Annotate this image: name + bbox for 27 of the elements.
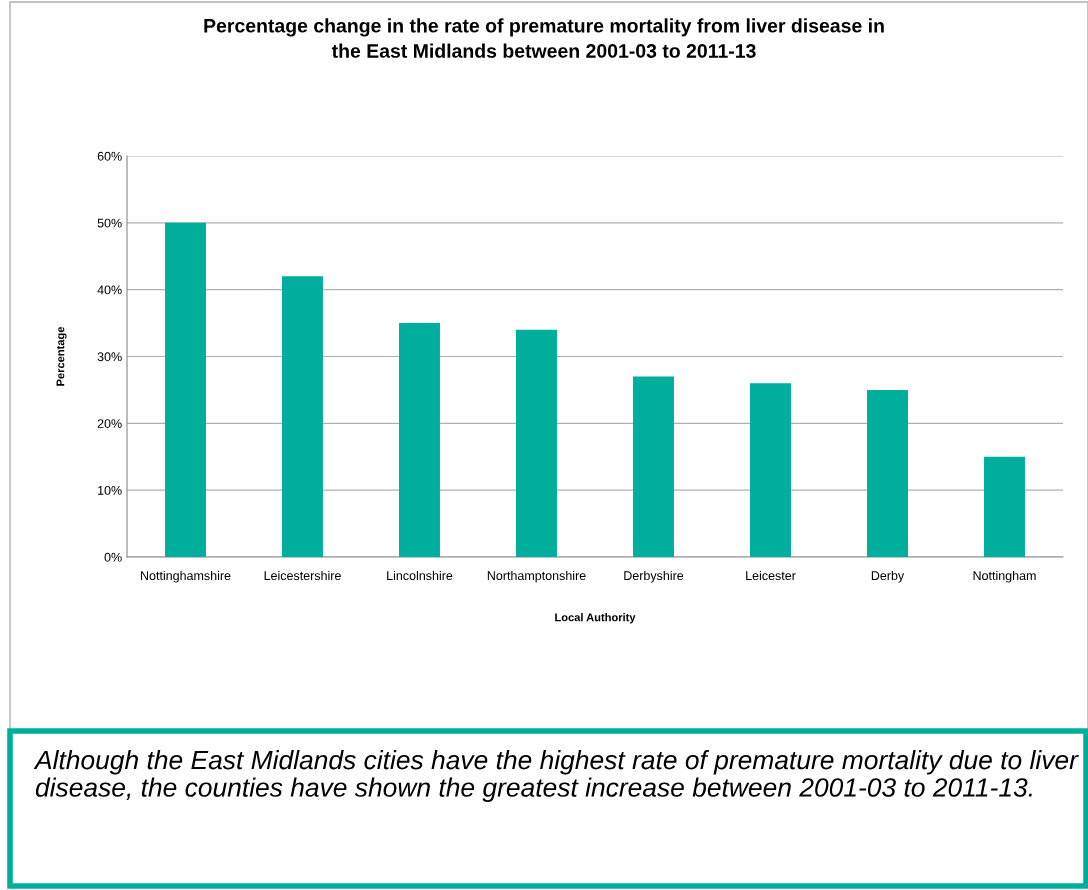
bar xyxy=(750,383,791,557)
y-tick-label: 0% xyxy=(104,552,122,562)
bar xyxy=(867,389,908,557)
x-tick-label: Northamptonshire xyxy=(487,570,586,583)
x-tick-label: Nottinghamshire xyxy=(141,570,231,583)
x-tick-label: Lincolnshire xyxy=(387,570,453,581)
y-tick-label: 10% xyxy=(98,485,122,495)
y-tick-label: 30% xyxy=(97,352,122,362)
x-tick-label: Derbyshire xyxy=(624,570,684,583)
chart-title: Percentage change in the rate of premature mortality from liver disease in the East Midlands between 2001-03 to 2011-13 xyxy=(204,18,884,58)
x-axis-title: Local Authority xyxy=(555,613,636,624)
bar xyxy=(516,329,557,557)
y-tick-label: 40% xyxy=(97,285,122,295)
y-axis-title: Percentage xyxy=(56,326,67,386)
bar xyxy=(282,276,323,557)
bar xyxy=(165,222,206,557)
y-tick-label: 60% xyxy=(97,151,122,161)
x-tick-label: Derby xyxy=(871,570,905,583)
bar xyxy=(633,376,674,557)
text: Although the East Midlands cities have the highest rate of premature mortality due to liver disease, the counties have shown the greatest increase between 2001-03 to 2011-13. xyxy=(33,750,1079,803)
y-tick-label: 20% xyxy=(97,419,122,428)
bar xyxy=(399,323,440,557)
bar xyxy=(984,456,1025,557)
x-tick-label: Leicestershire xyxy=(264,570,341,581)
x-tick-label: Nottingham xyxy=(973,570,1036,583)
y-tick-label: 50% xyxy=(97,218,122,228)
x-tick-label: Leicester xyxy=(746,570,796,581)
